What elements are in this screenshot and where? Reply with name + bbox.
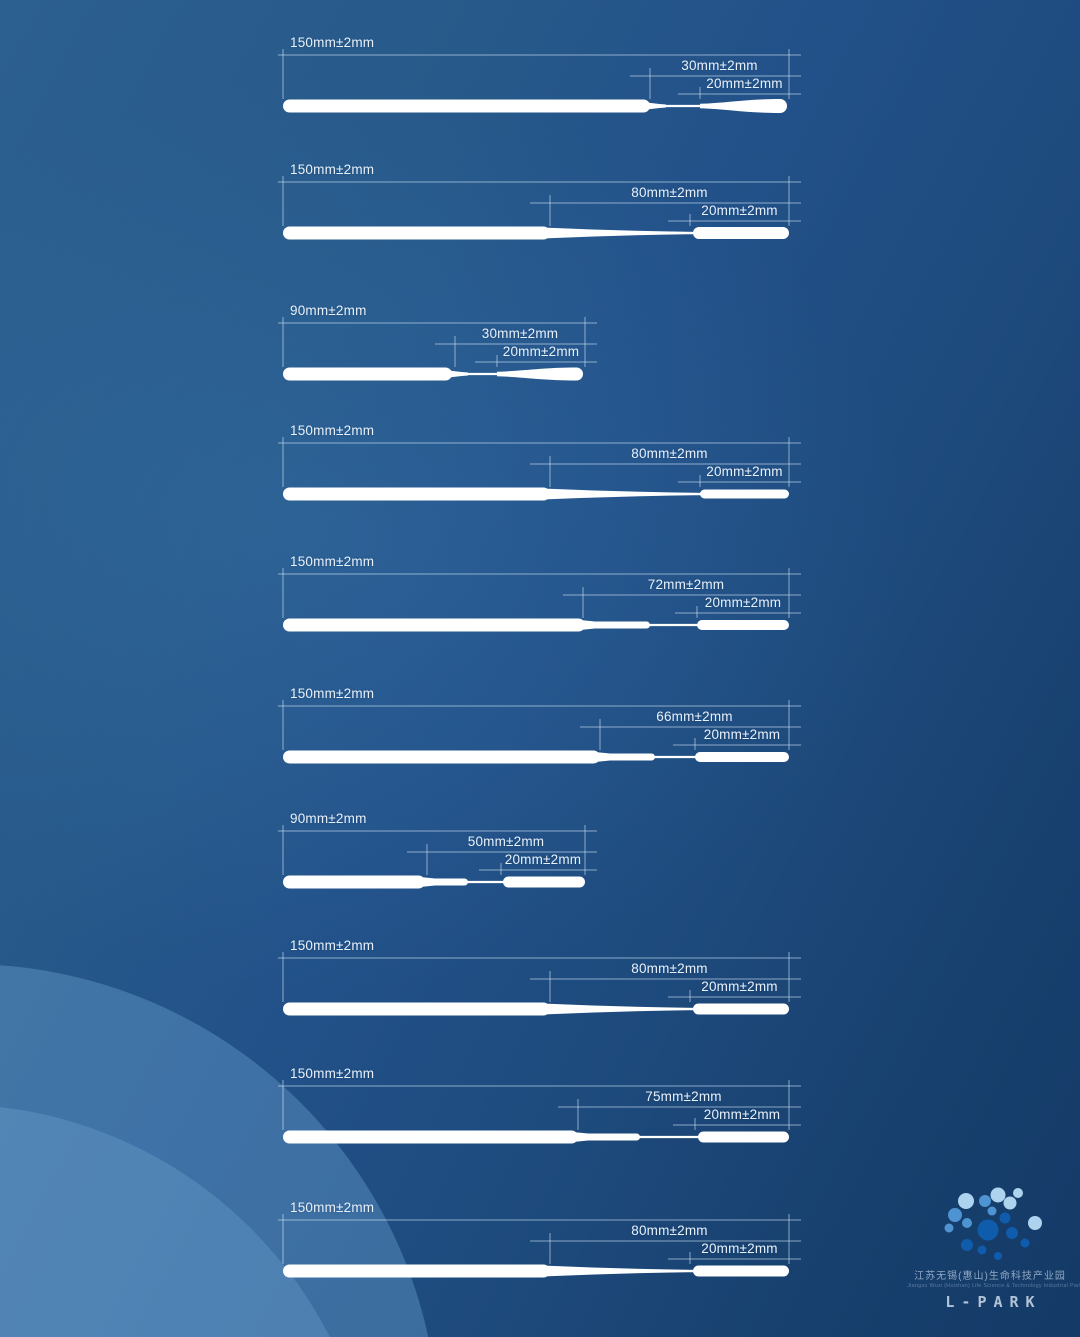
logo-blob [961,1239,973,1251]
swab-mid-dimension-label: 80mm±2mm [631,1223,708,1238]
swab-row-graphic [278,700,801,764]
logo-blob [990,1187,1006,1203]
lpark-logo-splat-icon [944,1187,1042,1260]
logo-blob [979,1195,991,1207]
swab-total-dimension-label: 90mm±2mm [290,811,367,826]
swab-row-graphic [278,1080,801,1144]
swab-row-graphic [278,825,597,889]
swab-mid-dimension-label: 66mm±2mm [656,709,733,724]
logo-name-en: Jiangsu Wuxi (Huishan) Life Science & Te… [907,1283,1080,1289]
logo-blob [962,1218,972,1228]
swab-shape [283,750,789,764]
swab-row-graphic [278,49,801,113]
swab-mid-dimension-label: 50mm±2mm [467,834,545,849]
swab-tip-dimension-label: 20mm±2mm [701,203,778,218]
swab-total-dimension-label: 150mm±2mm [290,35,375,50]
swab-mid-dimension-label: 30mm±2mm [681,58,758,73]
swab-shape [283,1002,789,1016]
swab-mid-dimension-label: 72mm±2mm [647,577,725,592]
swab-shape [283,487,789,501]
swab-total-dimension-label: 150mm±2mm [290,162,375,177]
swab-shape [283,99,787,113]
swab-mid-dimension-label: 80mm±2mm [631,185,708,200]
logo-blob [1006,1227,1018,1239]
logo-blob [1020,1238,1030,1248]
logo-blob [958,1193,974,1209]
lpark-logo: 江苏无锡(惠山)生命科技产业园 Jiangsu Wuxi (Huishan) L… [898,1183,1080,1311]
swab-mid-dimension-label: 80mm±2mm [631,961,708,976]
swab-tip-dimension-label: 20mm±2mm [703,727,781,742]
logo-blob [994,1252,1002,1260]
logo-blob [977,1245,987,1255]
logo-blob [977,1219,999,1241]
swab-shape [283,875,585,889]
swab-total-dimension-label: 150mm±2mm [290,938,375,953]
swab-shape [283,367,584,381]
swab-tip-dimension-label: 20mm±2mm [502,344,580,359]
swab-row-graphic [278,437,801,501]
swab-shape [283,1264,789,1278]
logo-blob [948,1208,962,1222]
swab-tip-dimension-label: 20mm±2mm [701,1241,778,1256]
swab-shape [283,618,789,632]
swab-total-dimension-label: 150mm±2mm [290,1200,375,1215]
swab-mid-dimension-label: 80mm±2mm [631,446,708,461]
swab-shape [283,226,789,240]
logo-blob [944,1223,954,1233]
swab-row-graphic [278,1214,801,1278]
swab-tip-dimension-label: 20mm±2mm [703,1107,781,1122]
swab-tip-dimension-label: 20mm±2mm [701,979,778,994]
swab-tip-dimension-label: 20mm±2mm [704,595,782,610]
swab-total-dimension-label: 150mm±2mm [290,423,375,438]
swab-total-dimension-label: 90mm±2mm [290,303,367,318]
logo-blob [987,1206,997,1216]
logo-blob [1013,1188,1023,1198]
swab-tip-dimension-label: 20mm±2mm [504,852,582,867]
swab-tip-dimension-label: 20mm±2mm [706,76,783,91]
swab-total-dimension-label: 150mm±2mm [290,554,375,569]
logo-blob [999,1212,1011,1224]
swab-row-graphic [278,176,801,240]
swab-row-graphic [278,952,801,1016]
swab-total-dimension-label: 150mm±2mm [290,686,375,701]
logo-name-cn: 江苏无锡(惠山)生命科技产业园 [914,1271,1066,1282]
swab-total-dimension-label: 150mm±2mm [290,1066,375,1081]
swab-mid-dimension-label: 30mm±2mm [481,326,559,341]
swab-mid-dimension-label: 75mm±2mm [645,1089,722,1104]
logo-blob [1003,1196,1017,1210]
swab-shape [283,1130,789,1144]
logo-brand-text: L-PARK [945,1293,1042,1311]
swab-row-graphic [278,317,597,381]
swab-row-graphic [278,568,801,632]
logo-blob [1028,1216,1042,1230]
swab-tip-dimension-label: 20mm±2mm [706,464,783,479]
